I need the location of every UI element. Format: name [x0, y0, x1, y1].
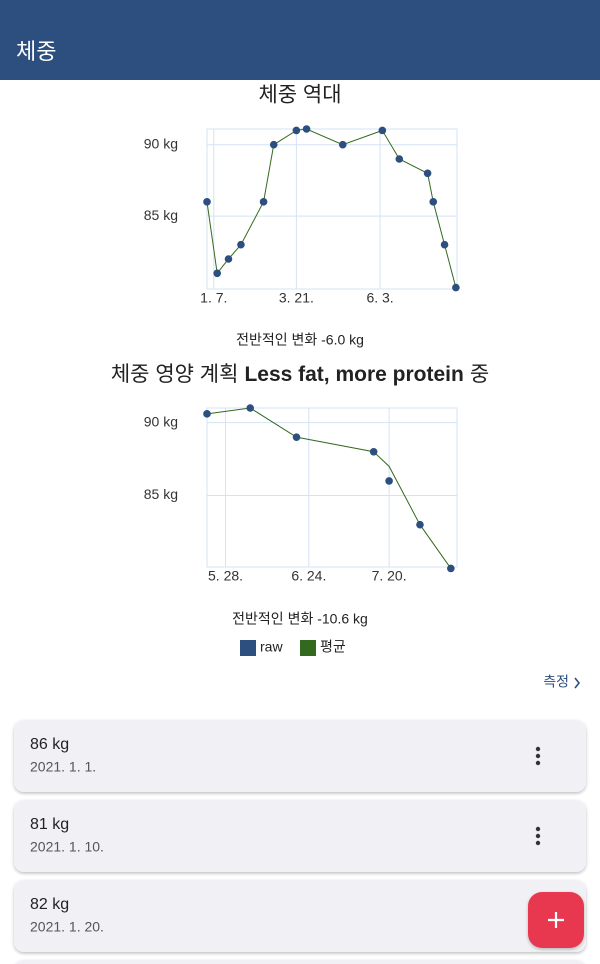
menu-dot — [535, 826, 541, 832]
plus-icon — [548, 912, 564, 928]
summary: 전반적인 변화 -6.0 kg — [236, 332, 364, 348]
raw-point — [203, 198, 211, 206]
x-tick-label: 3. 21. — [279, 290, 314, 306]
entry-weight: 82 kg — [30, 896, 69, 913]
legend-label: 평균 — [320, 639, 346, 655]
card-bg[interactable] — [14, 800, 586, 872]
chart-title: 체중 영양 계획 Less fat, more protein 중 — [111, 363, 489, 386]
raw-point — [292, 433, 301, 441]
menu-dot — [535, 753, 541, 759]
entry-card[interactable]: 82 kg 2021. 1. 20. — [14, 880, 586, 952]
x-tick-label: 7. 20. — [372, 568, 407, 584]
card-bg[interactable] — [14, 880, 586, 952]
legend-swatch — [240, 640, 256, 656]
entry-card[interactable]: 81 kg 2021. 1. 10. — [14, 800, 586, 872]
menu-dot — [535, 746, 541, 752]
plot-frame — [206, 407, 458, 568]
menu-dot — [535, 760, 541, 766]
plan-name: Less fat, more protein — [244, 363, 463, 386]
raw-point — [423, 169, 432, 178]
summary: 전반적인 변화 -10.6 kg — [232, 611, 368, 627]
entry-weight: 86 kg — [30, 736, 69, 753]
raw-point — [440, 240, 449, 249]
add-button[interactable] — [528, 892, 584, 948]
title-suffix: 중 — [470, 363, 489, 386]
raw-point — [259, 198, 268, 206]
raw-point — [452, 283, 460, 292]
menu-dot — [535, 833, 541, 839]
measure-link[interactable]: 측정 — [543, 674, 581, 690]
average-line — [206, 407, 452, 569]
raw-point — [213, 269, 221, 278]
app-title: 체중 — [16, 39, 56, 64]
y-tick-label: 85 kg — [144, 207, 178, 223]
y-tick-label: 90 kg — [144, 413, 178, 429]
entry-card[interactable] — [14, 960, 586, 964]
legend-label: raw — [260, 639, 283, 655]
raw-point — [369, 447, 378, 456]
entry-weight: 81 kg — [30, 816, 69, 833]
raw-point — [385, 477, 393, 485]
entry-date: 2021. 1. 1. — [30, 759, 96, 775]
legend-swatch — [300, 640, 316, 656]
raw-point — [378, 126, 387, 135]
y-tick-label: 90 kg — [144, 135, 178, 151]
x-tick-label: 6. 24. — [291, 568, 326, 584]
raw-point — [237, 240, 245, 249]
raw-point — [302, 125, 311, 133]
entry-card[interactable]: 86 kg 2021. 1. 1. — [14, 720, 586, 792]
raw-point — [246, 404, 255, 412]
average-line — [206, 128, 457, 288]
y-tick-label: 85 kg — [144, 486, 178, 502]
line-chart: 85 kg 90 kg 5. 28. 6. 24. 7. 20. — [144, 404, 458, 584]
link-text[interactable]: 측정 — [543, 674, 569, 690]
x-tick-label: 6. 3. — [366, 290, 393, 306]
chevron-icon — [574, 677, 581, 689]
entry-date: 2021. 1. 10. — [30, 839, 104, 855]
more-menu[interactable] — [535, 746, 541, 766]
raw-point — [447, 564, 455, 573]
raw-point — [338, 140, 347, 149]
raw-point — [292, 126, 301, 135]
plot-frame — [206, 128, 458, 290]
entry-date: 2021. 1. 20. — [30, 919, 104, 935]
line-chart: 85 kg 90 kg 1. 7. 3. 21. 6. 3. — [144, 125, 460, 306]
menu-dot — [535, 840, 541, 846]
card-bg[interactable] — [14, 720, 586, 792]
raw-point — [269, 140, 278, 149]
title-text: 체중 영양 계획 — [111, 363, 239, 386]
raw-point — [395, 155, 404, 163]
more-menu[interactable] — [535, 826, 541, 846]
chart-title: 체중 역대 — [258, 84, 341, 107]
x-tick-label: 5. 28. — [208, 568, 243, 584]
raw-point — [429, 198, 438, 206]
raw-point — [203, 410, 211, 418]
x-tick-label: 1. 7. — [200, 290, 227, 306]
entry-list: 86 kg 2021. 1. 1. 81 kg 2021. 1. 10. 82 kg 20… — [14, 720, 586, 952]
raw-point — [416, 520, 424, 529]
raw-point — [224, 255, 233, 263]
app-bar — [0, 0, 600, 80]
